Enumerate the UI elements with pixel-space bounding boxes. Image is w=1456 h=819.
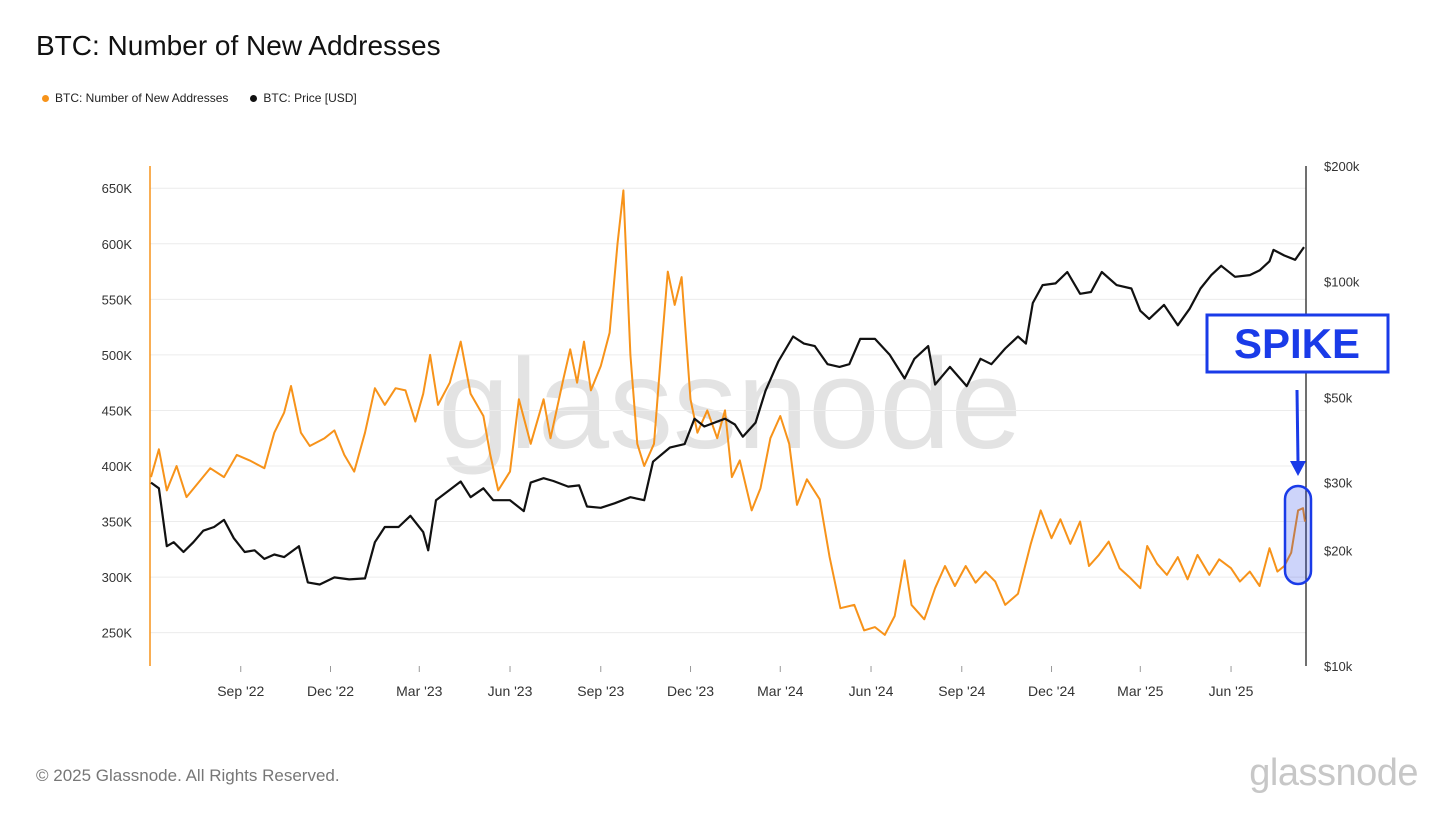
y-right-tick-label: $200k	[1324, 159, 1360, 174]
legend-label-new-addresses: BTC: Number of New Addresses	[55, 91, 229, 105]
legend-dot-new-addresses	[42, 94, 49, 102]
x-tick-label: Dec '22	[307, 683, 354, 699]
y-left-tick-label: 300K	[102, 570, 133, 585]
y-right-tick-label: $30k	[1324, 476, 1353, 491]
y-left-tick-label: 250K	[102, 626, 133, 641]
x-tick-label: Jun '24	[849, 683, 894, 699]
y-left-tick-label: 450K	[102, 403, 133, 418]
spike-arrow-head	[1290, 461, 1306, 476]
legend-item-new-addresses[interactable]: BTC: Number of New Addresses	[42, 91, 228, 105]
spike-highlight	[1283, 484, 1313, 586]
x-tick-label: Sep '24	[938, 683, 985, 699]
y-left-tick-label: 500K	[102, 348, 133, 363]
x-tick-label: Dec '23	[667, 683, 714, 699]
series-line-price[interactable]	[150, 246, 1305, 586]
x-tick-label: Mar '24	[757, 683, 803, 699]
y-left-tick-label: 600K	[102, 237, 133, 252]
spike-callout-box	[1205, 313, 1390, 374]
legend-dot-price	[250, 94, 258, 102]
copyright-footer: © 2025 Glassnode. All Rights Reserved.	[36, 766, 340, 785]
y-right-tick-label: $20k	[1324, 543, 1353, 558]
brand-logo: glassnode	[1249, 752, 1418, 794]
legend: BTC: Number of New Addresses BTC: Price …	[42, 91, 357, 105]
x-tick-label: Jun '25	[1209, 683, 1254, 699]
legend-label-price: BTC: Price [USD]	[263, 91, 357, 105]
spike-arrow-shaft	[1295, 389, 1300, 463]
series-line-new-addresses[interactable]	[150, 189, 1306, 636]
x-tick-label: Mar '25	[1117, 683, 1163, 699]
x-tick-label: Sep '23	[577, 683, 624, 699]
y-right-tick-label: $100k	[1324, 275, 1360, 290]
y-left-tick-label: 400K	[102, 459, 133, 474]
chart-title: BTC: Number of New Addresses	[36, 30, 441, 61]
y-left-tick-label: 350K	[102, 515, 133, 530]
x-tick-label: Mar '23	[396, 683, 442, 699]
x-tick-label: Jun '23	[488, 683, 533, 699]
x-tick-label: Dec '24	[1028, 683, 1075, 699]
y-right-tick-label: $10k	[1324, 659, 1353, 674]
x-tick-label: Sep '22	[217, 683, 264, 699]
y-right-tick-label: $50k	[1324, 390, 1353, 405]
y-left-tick-label: 550K	[102, 292, 133, 307]
legend-item-price[interactable]: BTC: Price [USD]	[250, 91, 357, 105]
y-left-tick-label: 650K	[102, 181, 133, 196]
spike-callout-label: SPIKE	[1234, 320, 1360, 367]
